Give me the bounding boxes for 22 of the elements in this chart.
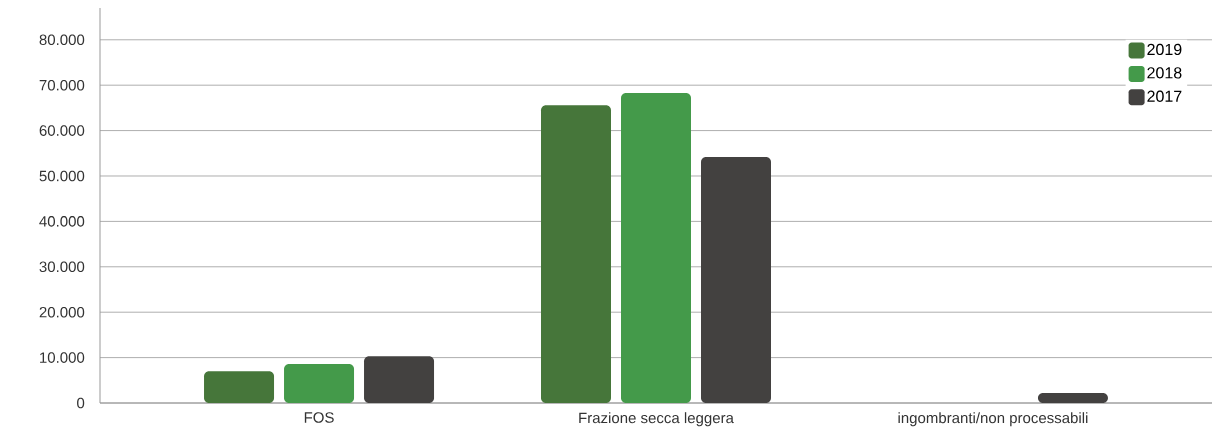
y-tick-label: 0 xyxy=(77,397,85,409)
x-tick-label: ingombranti/non processabili xyxy=(898,412,1088,427)
y-tick-label: 70.000 xyxy=(39,79,85,91)
y-tick-label: 60.000 xyxy=(39,125,85,136)
y-tick-label: 40.000 xyxy=(39,216,85,227)
bar xyxy=(621,92,691,403)
bar xyxy=(701,156,771,403)
x-tick-label: FOS xyxy=(304,412,334,423)
bar xyxy=(364,356,435,403)
bar xyxy=(1037,393,1108,403)
legend-label: 2017 xyxy=(1147,90,1182,102)
y-tick-label: 50.000 xyxy=(39,170,85,182)
y-tick-label: 30.000 xyxy=(39,261,85,273)
y-tick-label: 80.000 xyxy=(39,34,85,46)
bar xyxy=(204,371,275,403)
bar xyxy=(284,363,355,403)
legend-label: 2019 xyxy=(1147,43,1182,56)
y-tick-label: 10.000 xyxy=(40,352,85,363)
y-tick-label: 20.000 xyxy=(39,306,85,318)
legend-label: 2018 xyxy=(1147,67,1182,79)
bar xyxy=(541,105,611,403)
x-tick-label: Frazione secca leggera xyxy=(579,412,734,427)
